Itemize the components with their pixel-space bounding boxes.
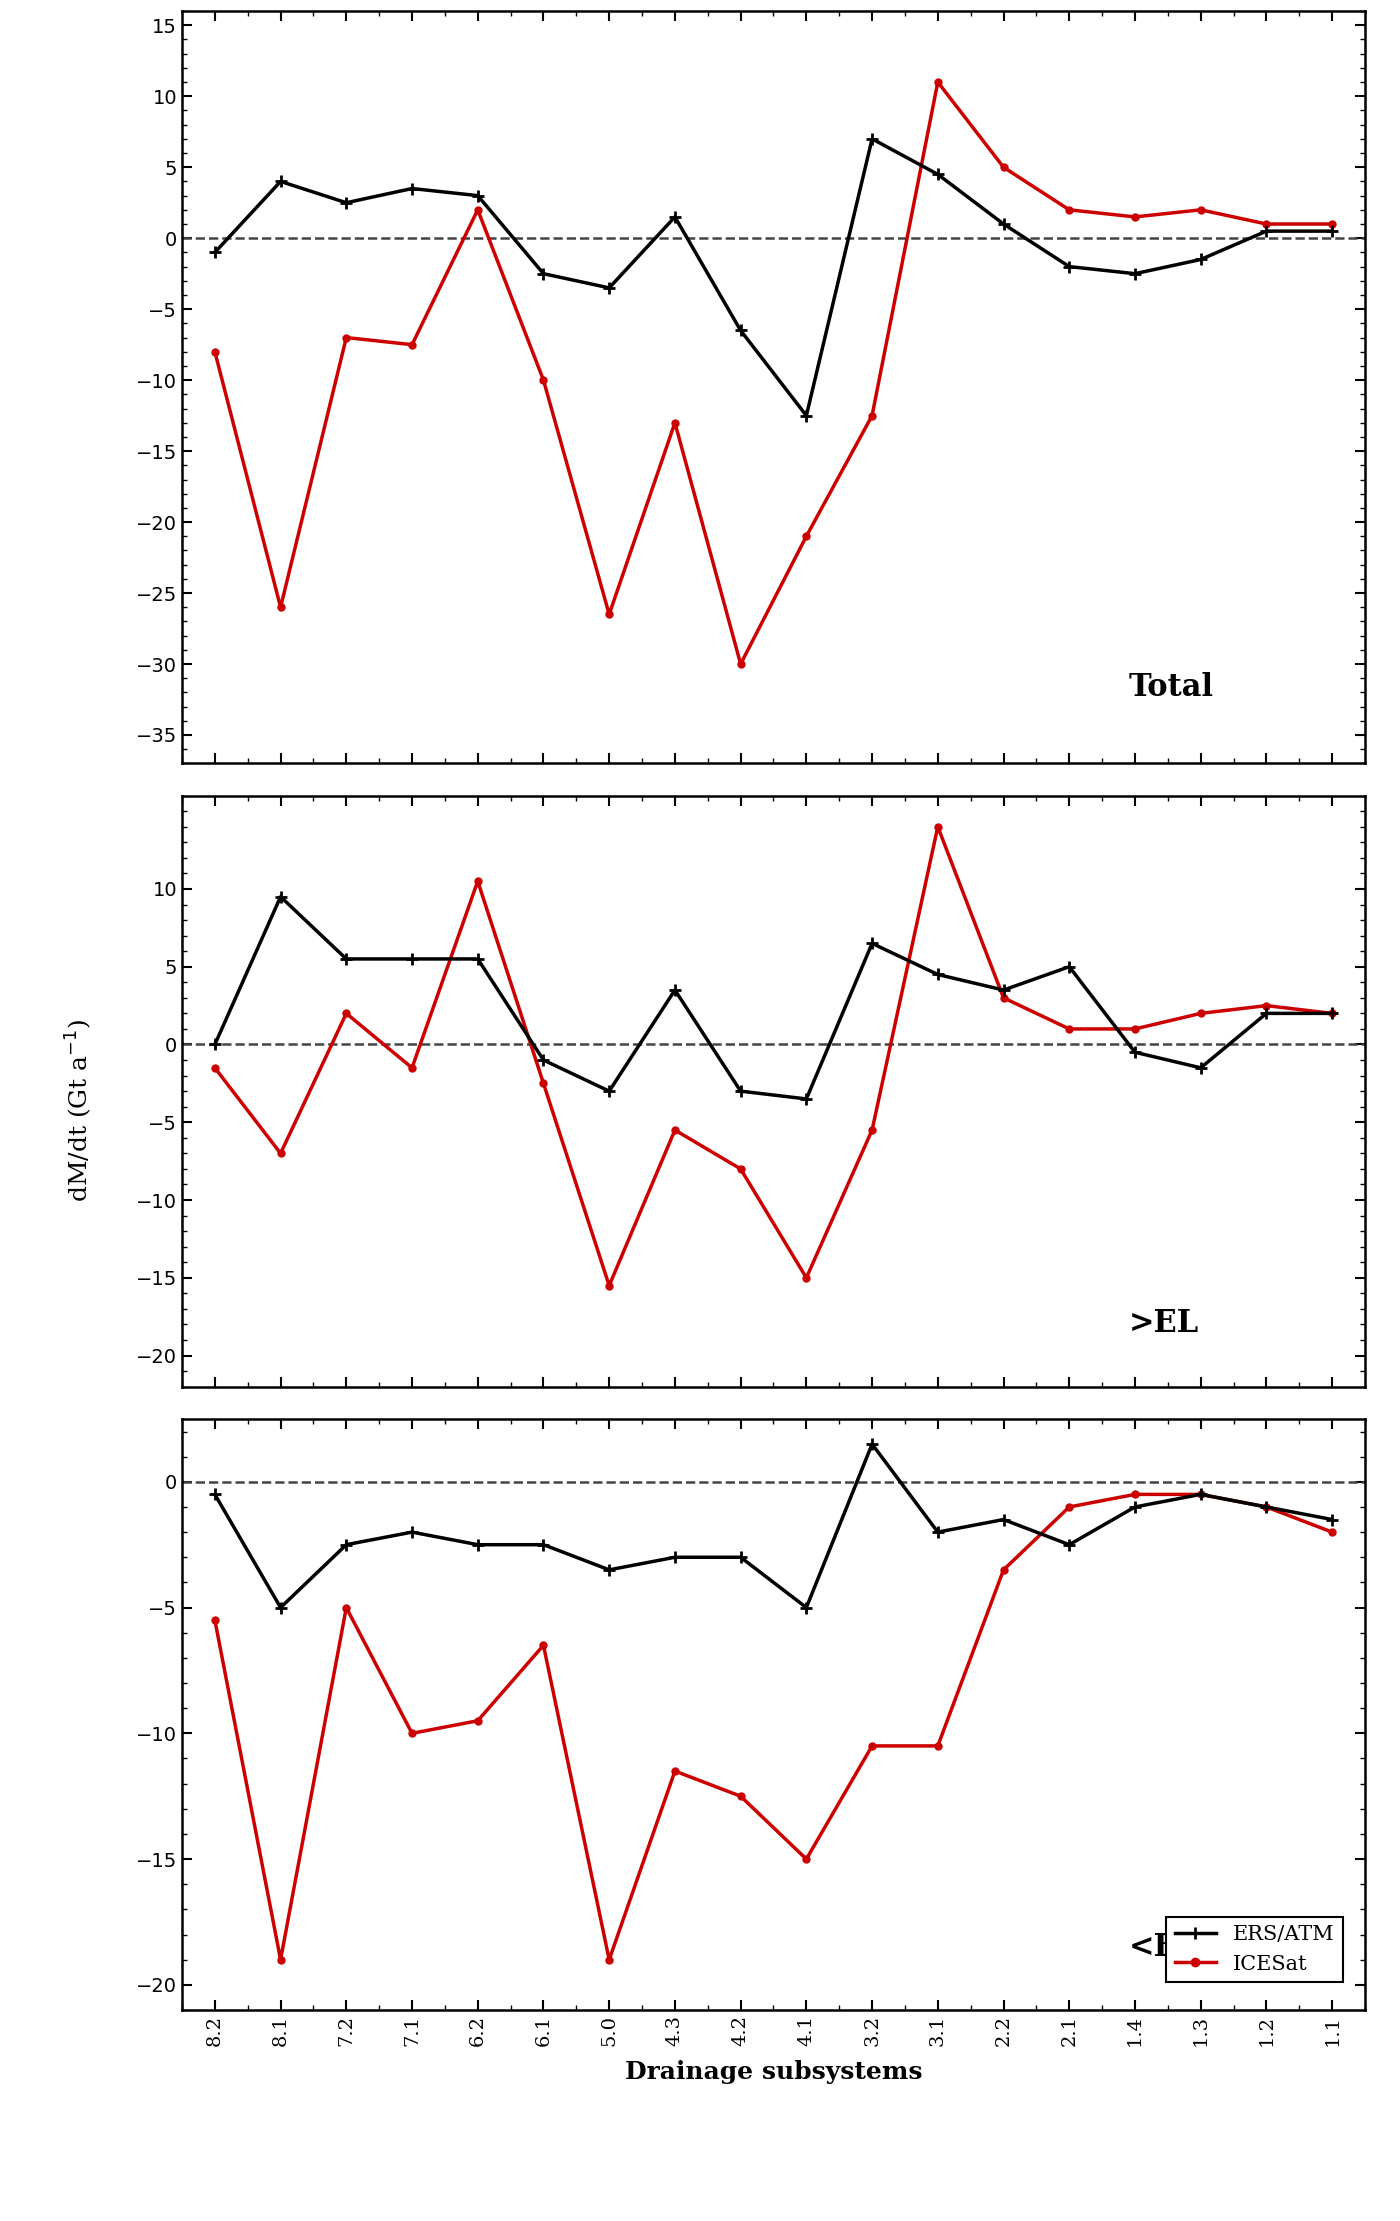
Text: <EL: <EL	[1128, 1932, 1198, 1963]
Legend: ERS/ATM, ICESat: ERS/ATM, ICESat	[1166, 1917, 1343, 1981]
X-axis label: Drainage subsystems: Drainage subsystems	[624, 2059, 923, 2083]
Text: Total: Total	[1128, 673, 1214, 704]
Text: >EL: >EL	[1128, 1308, 1198, 1339]
Text: dM/dt (Gt a$^{-1}$): dM/dt (Gt a$^{-1}$)	[63, 1019, 94, 1202]
